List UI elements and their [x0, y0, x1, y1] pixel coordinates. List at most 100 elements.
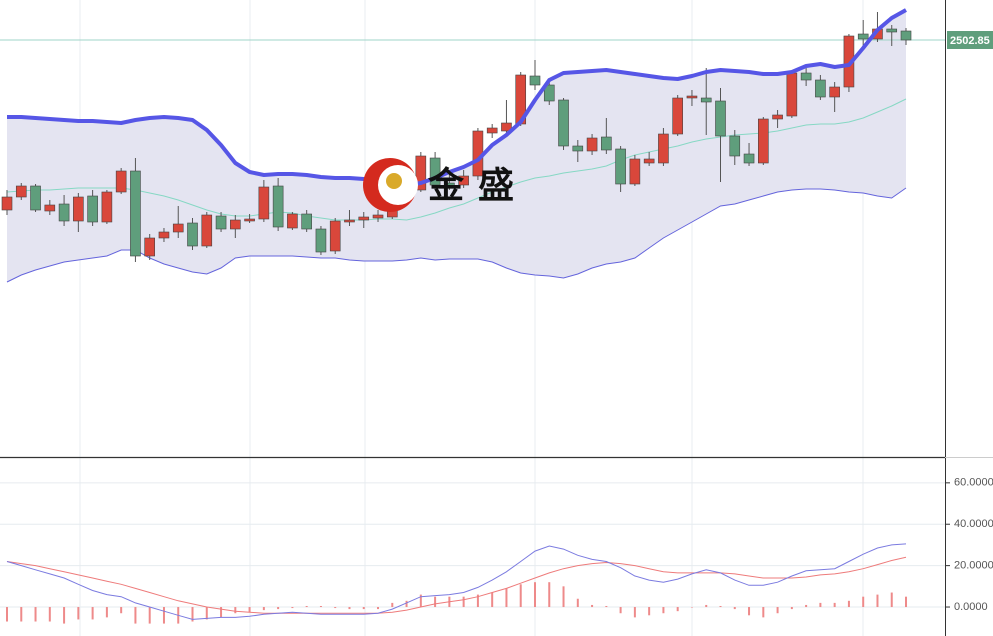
histogram-bar [334, 607, 337, 609]
histogram-bar [505, 588, 508, 608]
histogram-bar [148, 607, 151, 624]
candle-body [230, 219, 241, 230]
histogram-bar [890, 592, 893, 608]
dea-line [6, 556, 907, 614]
candle-body [15, 185, 27, 198]
histogram-bar [519, 584, 522, 608]
histogram-bar [905, 596, 908, 608]
candle-body [415, 155, 427, 191]
histogram-bar [277, 607, 280, 610]
candle-body [30, 185, 41, 211]
histogram-bar [833, 602, 836, 608]
histogram-bar [77, 607, 80, 620]
candle-body [458, 175, 469, 186]
candle-body [215, 215, 227, 230]
histogram-bar [662, 607, 665, 614]
histogram-bar [591, 604, 594, 608]
histogram-bar [419, 594, 422, 608]
histogram-bar [533, 582, 536, 608]
candle-body [743, 153, 755, 164]
histogram-bar [633, 607, 636, 618]
band-lower [6, 187, 907, 283]
candle-body [558, 99, 569, 147]
candle-body [158, 231, 170, 239]
y-tick-label: 0.0000 [954, 601, 988, 613]
candle-body [372, 214, 384, 219]
histogram-bar [776, 607, 779, 614]
candle-body [87, 195, 98, 223]
band-middle [6, 98, 907, 221]
macd-panel [0, 482, 945, 624]
candle-body [272, 185, 284, 228]
histogram-bar [790, 607, 793, 610]
band-area [7, 10, 906, 282]
histogram-bar [690, 607, 693, 608]
y-tick-label: 20.0000 [954, 560, 993, 572]
histogram-bar [491, 592, 494, 608]
candle-body [187, 222, 198, 247]
candle-body [815, 79, 826, 98]
candle-body [615, 148, 626, 185]
candle-body [329, 220, 341, 252]
histogram-bar [291, 607, 294, 609]
histogram-bar [862, 596, 865, 608]
candle-body [144, 237, 155, 257]
candle-body [529, 75, 541, 86]
candle-body [58, 203, 70, 222]
candle-body [115, 170, 127, 193]
histogram-bar [162, 607, 165, 624]
histogram-bar [91, 607, 94, 620]
histogram-bar [705, 604, 708, 608]
candle-body [857, 33, 869, 40]
candle-body [643, 158, 655, 164]
watermark-logo: 金 盛 [363, 158, 516, 212]
histogram-bar [348, 607, 351, 610]
candle-body [101, 191, 113, 223]
histogram-bar [733, 607, 736, 610]
watermark-text: 金 盛 [427, 165, 516, 206]
histogram-bar [719, 605, 722, 608]
candle-body [344, 219, 355, 223]
histogram-bar [576, 598, 579, 608]
histogram-bar [6, 607, 8, 622]
histogram-bar [20, 607, 23, 622]
candle-body [686, 95, 698, 99]
price-label: 2502.85 [950, 35, 990, 47]
candle-body [900, 30, 912, 41]
candle-body [786, 72, 798, 117]
histogram-bar [648, 607, 651, 616]
histogram-bar [377, 607, 380, 610]
histogram-bar [248, 607, 251, 613]
candle-body [658, 133, 669, 164]
histogram-bar [205, 607, 208, 620]
candle-body [729, 135, 741, 157]
candle-body [258, 186, 270, 220]
candle-body [444, 182, 455, 187]
candle-body [629, 158, 641, 185]
histogram-bar [391, 602, 394, 608]
histogram-bar [605, 605, 608, 608]
candle-body [715, 100, 726, 137]
histogram-bar [619, 607, 622, 614]
histogram-bar [234, 607, 237, 614]
y-tick-label: 60.0000 [954, 477, 993, 489]
histogram-bar [819, 602, 822, 608]
histogram-bar [191, 607, 194, 622]
histogram-bar [876, 594, 879, 608]
histogram-bar [434, 596, 437, 608]
histogram-bar [105, 607, 108, 618]
histogram-bar [847, 600, 850, 608]
histogram-bar [805, 604, 808, 608]
histogram-bar [405, 600, 408, 608]
histogram-bar [134, 607, 137, 624]
candle-body [543, 84, 555, 102]
candle-body [244, 218, 255, 222]
candle-body [172, 223, 184, 233]
candle-body [829, 86, 840, 98]
histogram-bar [476, 594, 479, 608]
price-panel [0, 8, 945, 283]
histogram-bar [362, 607, 365, 610]
histogram-bar [748, 607, 751, 616]
candle-body [672, 97, 683, 135]
candle-body [287, 213, 298, 229]
